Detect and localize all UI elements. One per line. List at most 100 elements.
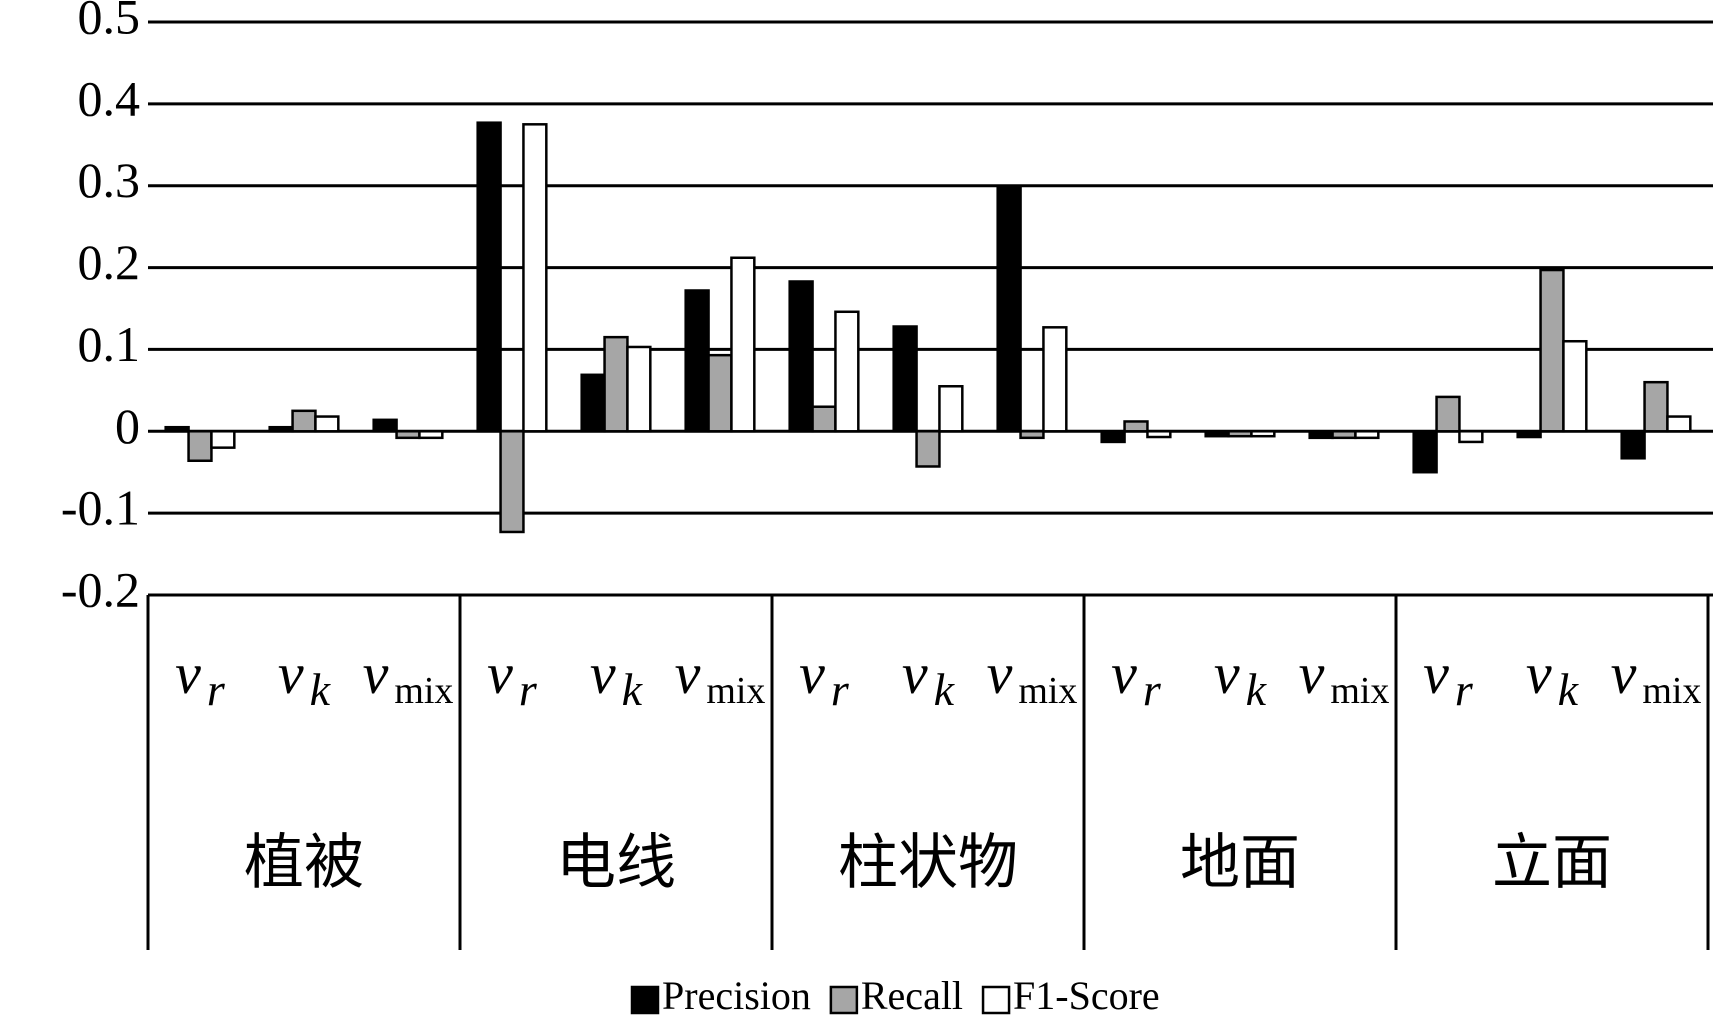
x-tick-label: v mix	[363, 641, 454, 711]
bar	[603, 335, 629, 433]
bar	[1042, 326, 1068, 433]
x-tick-sub: k	[1558, 664, 1580, 715]
x-tick-main: v	[1299, 641, 1325, 706]
x-tick-main: v	[1611, 641, 1637, 706]
bar	[522, 123, 548, 433]
bar	[1123, 420, 1149, 433]
bar	[938, 385, 964, 433]
bar	[1620, 430, 1646, 460]
x-tick-sub: k	[934, 664, 956, 715]
bar	[1458, 430, 1484, 444]
bar	[684, 289, 710, 433]
x-tick-sub: r	[831, 664, 850, 715]
x-tick-main: v	[278, 641, 304, 706]
y-tick-label: 0.2	[78, 234, 141, 290]
x-tick-main: v	[902, 641, 928, 706]
y-tick-label: 0.3	[78, 152, 141, 208]
bar	[1643, 380, 1669, 433]
legend-swatch	[829, 985, 859, 1015]
group-label: 立面	[1492, 830, 1612, 896]
bar	[210, 430, 236, 449]
x-tick-main: v	[675, 641, 701, 706]
bar	[291, 409, 317, 433]
bar	[1412, 430, 1438, 474]
bar	[418, 430, 444, 440]
x-tick-sub: r	[207, 664, 226, 715]
x-tick-main: v	[175, 641, 201, 706]
y-tick-label: -0.2	[61, 561, 140, 617]
x-tick-main: v	[987, 641, 1013, 706]
bar	[1562, 339, 1588, 433]
bar	[314, 415, 340, 433]
bar	[707, 353, 733, 433]
x-tick-sub: k	[310, 664, 332, 715]
bar	[626, 345, 652, 433]
x-tick-sub: mix	[394, 670, 453, 712]
x-tick-sub: mix	[1642, 670, 1701, 712]
bar	[730, 256, 756, 433]
x-tick-main: v	[1214, 641, 1240, 706]
group-label: 电线	[556, 830, 676, 896]
bar	[499, 430, 525, 534]
bar	[1331, 430, 1357, 440]
bar	[892, 325, 918, 433]
bar	[1227, 430, 1253, 438]
group-label: 地面	[1180, 830, 1300, 896]
bar	[1354, 430, 1380, 440]
bar	[1146, 430, 1172, 439]
legend-label: F1-Score	[1013, 973, 1160, 1016]
x-tick-sub: r	[1455, 664, 1474, 715]
bar	[1435, 395, 1461, 433]
x-tick-main: v	[1526, 641, 1552, 706]
y-tick-label: -0.1	[61, 480, 140, 536]
x-tick-main: v	[1423, 641, 1449, 706]
bar	[1250, 430, 1276, 438]
x-tick-main: v	[799, 641, 825, 706]
x-tick-main: v	[590, 641, 616, 706]
bar	[268, 425, 294, 433]
x-tick-sub: r	[1143, 664, 1162, 715]
legend-swatch	[630, 985, 660, 1015]
x-tick-sub: mix	[706, 670, 765, 712]
x-tick-sub: r	[519, 664, 538, 715]
y-tick-label: 0.5	[78, 0, 141, 44]
legend-label: Precision	[662, 973, 811, 1016]
bar	[1539, 268, 1565, 433]
x-tick-main: v	[363, 641, 389, 706]
x-tick-sub: mix	[1330, 670, 1389, 712]
bar	[1204, 430, 1230, 438]
bar	[1308, 430, 1334, 440]
bar	[996, 186, 1022, 433]
group-label: 柱状物	[838, 830, 1018, 896]
bar	[1019, 430, 1045, 440]
bar	[811, 405, 837, 433]
bar	[164, 425, 190, 433]
x-tick-label: v mix	[987, 641, 1078, 711]
x-tick-sub: mix	[1018, 670, 1077, 712]
bar	[476, 121, 502, 433]
x-tick-sub: k	[1246, 664, 1268, 715]
y-tick-label: 0.4	[78, 70, 141, 126]
x-tick-label: v mix	[1611, 641, 1702, 711]
bar	[187, 430, 213, 463]
bar	[1666, 415, 1692, 433]
bar	[788, 280, 814, 433]
x-tick-sub: k	[622, 664, 644, 715]
bar	[372, 418, 398, 433]
bar	[395, 430, 421, 440]
bar	[1100, 430, 1126, 444]
x-tick-label: v mix	[1299, 641, 1390, 711]
legend-swatch	[981, 985, 1011, 1015]
bar	[580, 373, 606, 433]
x-tick-main: v	[1111, 641, 1137, 706]
legend-label: Recall	[861, 973, 963, 1016]
